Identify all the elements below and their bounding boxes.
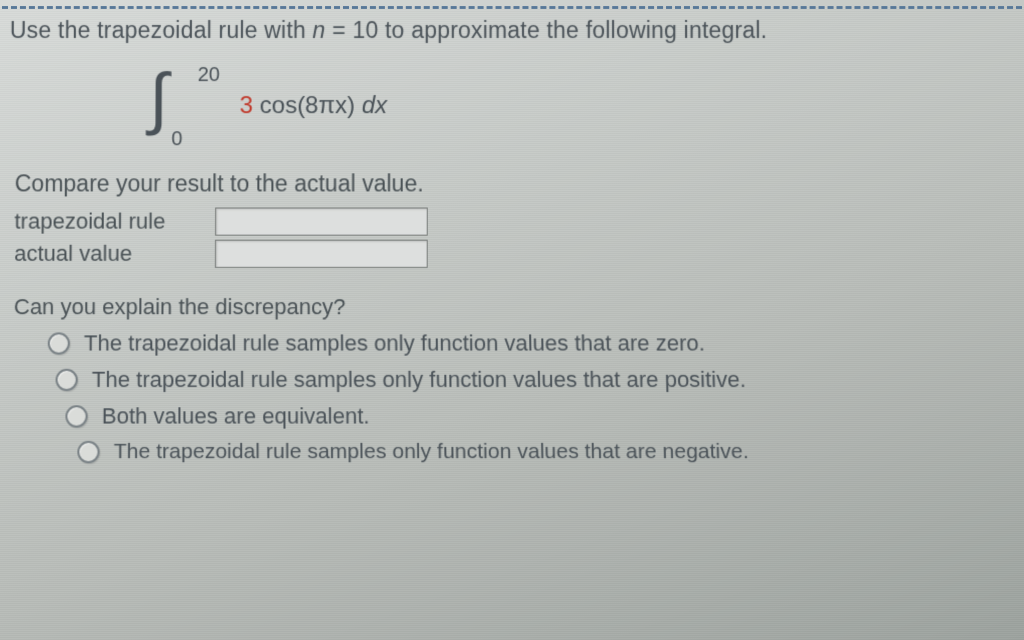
option-1[interactable]: The trapezoidal rule samples only functi… [48, 330, 1018, 356]
option-1-label: The trapezoidal rule samples only functi… [84, 330, 705, 356]
option-2[interactable]: The trapezoidal rule samples only functi… [55, 367, 1019, 393]
question-body: Use the trapezoidal rule with n = 10 to … [0, 9, 1024, 484]
integral-upper-limit: 20 [198, 64, 220, 87]
func-text: cos(8πx) [253, 92, 362, 119]
compare-instruction: Compare your result to the actual value. [15, 170, 1016, 197]
trapezoidal-input[interactable] [215, 208, 428, 236]
integral-expression: ∫ 20 0 3 cos(8πx) dx [109, 62, 1015, 152]
equals-sign: = [326, 17, 353, 43]
trapezoidal-row: trapezoidal rule [14, 208, 1015, 236]
dx-x: x [375, 92, 387, 119]
explain-question: Can you explain the discrepancy? [14, 294, 1017, 320]
option-3-label: Both values are equivalent. [102, 403, 370, 429]
option-4-label: The trapezoidal rule samples only functi… [114, 440, 749, 464]
radio-icon[interactable] [55, 369, 77, 391]
var-n: n [313, 17, 326, 43]
radio-icon[interactable] [65, 405, 87, 427]
integral-lower-limit: 0 [171, 128, 182, 151]
actual-value-input[interactable] [215, 240, 428, 268]
integral-sign-icon: ∫ [149, 68, 168, 129]
actual-row: actual value [14, 240, 1016, 268]
option-2-label: The trapezoidal rule samples only functi… [92, 367, 747, 393]
coefficient: 3 [240, 92, 253, 119]
radio-icon[interactable] [48, 332, 70, 354]
prompt-prefix: Use the trapezoidal rule with [10, 17, 313, 43]
integrand: 3 cos(8πx) dx [240, 92, 388, 120]
actual-value-label: actual value [14, 241, 215, 267]
prompt-line: Use the trapezoidal rule with n = 10 to … [10, 17, 1015, 44]
trapezoidal-label: trapezoidal rule [14, 209, 215, 235]
option-3[interactable]: Both values are equivalent. [65, 403, 1020, 429]
prompt-suffix: to approximate the following integral. [378, 17, 767, 43]
n-value: 10 [352, 17, 378, 43]
dx-d: d [362, 92, 375, 119]
options-group: The trapezoidal rule samples only functi… [47, 330, 1022, 464]
radio-icon[interactable] [77, 441, 99, 463]
option-4[interactable]: The trapezoidal rule samples only functi… [77, 440, 1022, 464]
